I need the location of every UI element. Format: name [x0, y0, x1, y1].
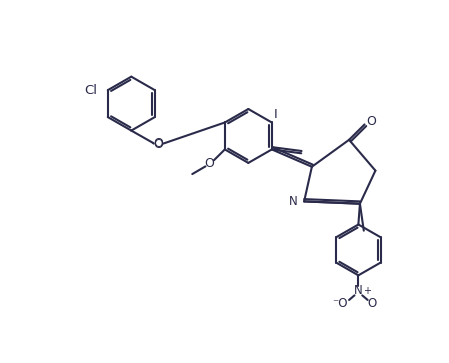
Text: Cl: Cl: [84, 83, 97, 97]
Text: O: O: [204, 157, 214, 170]
Text: N: N: [354, 284, 363, 297]
Text: O: O: [154, 137, 163, 150]
Text: ⁻O: ⁻O: [332, 297, 348, 310]
Text: O: O: [366, 115, 376, 128]
Text: N: N: [289, 195, 298, 208]
Text: +: +: [363, 286, 371, 296]
Text: O: O: [154, 138, 163, 151]
Text: O: O: [368, 297, 377, 310]
Text: I: I: [273, 108, 277, 121]
